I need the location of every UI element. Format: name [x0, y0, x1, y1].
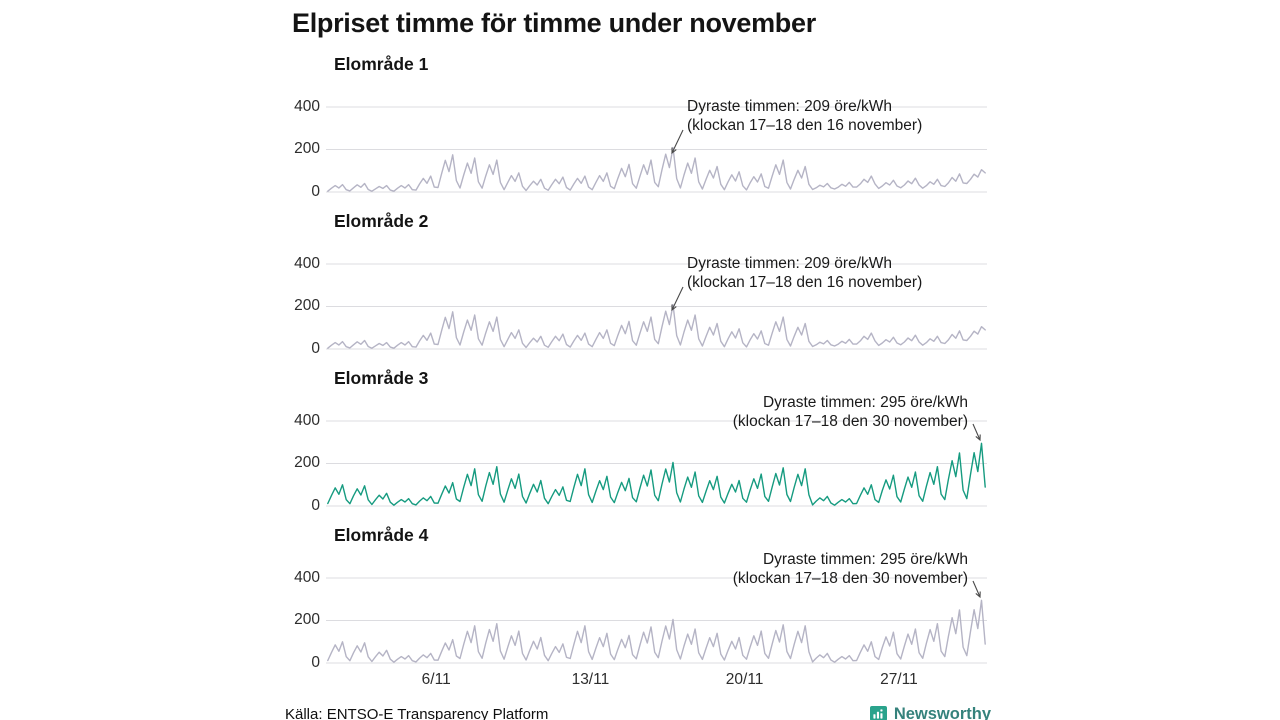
- annotation: Dyraste timmen: 209 öre/kWh (klockan 17–…: [687, 255, 922, 292]
- source-note: Källa: ENTSO-E Transparency Platform: [285, 706, 549, 720]
- y-tick-label: 0: [311, 497, 320, 514]
- chart-subtitle: Elområde 2: [334, 211, 429, 231]
- annotation-line-1: Dyraste timmen: 295 öre/kWh: [762, 394, 968, 411]
- price-line: [327, 146, 986, 192]
- plot-area: Dyraste timmen: 209 öre/kWh (klockan 17–…: [326, 97, 987, 198]
- price-line: [327, 442, 986, 506]
- brand-name: Newsworthy: [893, 705, 991, 720]
- plot-area: Dyraste timmen: 295 öre/kWh (klockan 17–…: [326, 394, 987, 512]
- y-tick-label: 200: [294, 140, 320, 157]
- price-line-chart: [326, 263, 987, 350]
- annotation-arrow: [671, 286, 684, 312]
- gridlines: [326, 577, 987, 664]
- plot-row: 400 200 0 Dyraste timmen: 295 öre/kWh (k…: [285, 394, 991, 514]
- y-axis: 400 200 0: [285, 97, 326, 200]
- y-tick-label: 400: [294, 569, 320, 586]
- annotation-arrow: [671, 129, 684, 155]
- y-tick-label: 200: [294, 454, 320, 471]
- chart-elomrade-1: Elområde 1 400 200 0 Dyraste timmen: 209…: [285, 52, 991, 200]
- plot-row: 400 200 0 Dyraste timmen: 209 öre/kWh (k…: [285, 254, 991, 357]
- annotation-line-2: (klockan 17–18 den 30 november): [732, 569, 968, 587]
- annotation-line-2: (klockan 17–18 den 16 november): [687, 116, 923, 134]
- y-tick-label: 400: [294, 255, 320, 272]
- y-axis: 400 200 0: [285, 411, 326, 514]
- chart-subtitle: Elområde 4: [334, 525, 429, 545]
- plot-area: Dyraste timmen: 209 öre/kWh (klockan 17–…: [326, 254, 987, 355]
- price-line-chart: [326, 106, 987, 193]
- y-tick-label: 0: [311, 654, 320, 671]
- brand-lockup: Newsworthy: [869, 705, 991, 720]
- chart-subtitle: Elområde 3: [334, 368, 429, 388]
- gridlines: [326, 106, 987, 193]
- y-tick-label: 0: [311, 183, 320, 200]
- price-line: [327, 599, 986, 663]
- annotation-line-1: Dyraste timmen: 209 öre/kWh: [687, 255, 893, 272]
- y-tick-label: 200: [294, 611, 320, 628]
- annotation: Dyraste timmen: 209 öre/kWh (klockan 17–…: [687, 98, 922, 135]
- chart-elomrade-3: Elområde 3 400 200 0 Dyraste timmen: 295…: [285, 366, 991, 514]
- gridlines: [326, 263, 987, 350]
- gridlines: [326, 420, 987, 507]
- annotation: Dyraste timmen: 295 öre/kWh (klockan 17–…: [733, 394, 968, 431]
- footer: Källa: ENTSO-E Transparency Platform New…: [285, 705, 991, 720]
- y-tick-label: 0: [311, 340, 320, 357]
- annotation-line-1: Dyraste timmen: 209 öre/kWh: [687, 98, 893, 115]
- annotation-line-1: Dyraste timmen: 295 öre/kWh: [762, 551, 968, 568]
- chart-subtitle: Elområde 1: [334, 54, 429, 74]
- y-tick-label: 400: [294, 98, 320, 115]
- x-tick-label: 13/11: [571, 671, 610, 688]
- plot-area: Dyraste timmen: 295 öre/kWh (klockan 17–…: [326, 551, 987, 669]
- x-tick-label: 27/11: [880, 671, 918, 688]
- y-tick-label: 400: [294, 412, 320, 429]
- charts: Elområde 1 400 200 0 Dyraste timmen: 209…: [285, 52, 991, 671]
- annotation-arrow: [972, 580, 981, 599]
- y-tick-label: 200: [294, 297, 320, 314]
- price-line-chart: [326, 420, 987, 507]
- bar-chart-speech-bubble-icon: [869, 706, 887, 720]
- page-title: Elpriset timme för timme under november: [292, 8, 816, 38]
- chart-elomrade-4: Elområde 4 400 200 0 Dyraste timmen: 295…: [285, 523, 991, 671]
- annotation: Dyraste timmen: 295 öre/kWh (klockan 17–…: [733, 551, 968, 588]
- annotation-line-2: (klockan 17–18 den 30 november): [732, 412, 968, 430]
- y-axis: 400 200 0: [285, 568, 326, 671]
- annotation-line-2: (klockan 17–18 den 16 november): [687, 273, 923, 291]
- x-axis: 6/11 13/11 20/11 27/11: [326, 669, 987, 692]
- y-axis: 400 200 0: [285, 254, 326, 357]
- x-tick-label: 6/11: [421, 671, 451, 688]
- plot-row: 400 200 0 Dyraste timmen: 295 öre/kWh (k…: [285, 551, 991, 671]
- price-line-chart: [326, 577, 987, 664]
- chart-elomrade-2: Elområde 2 400 200 0 Dyraste timmen: 209…: [285, 209, 991, 357]
- annotation-arrow: [972, 423, 981, 442]
- plot-row: 400 200 0 Dyraste timmen: 209 öre/kWh (k…: [285, 97, 991, 200]
- x-tick-label: 20/11: [725, 671, 764, 688]
- content-column: Elpriset timme för timme under november …: [285, 0, 991, 720]
- price-line: [327, 303, 986, 349]
